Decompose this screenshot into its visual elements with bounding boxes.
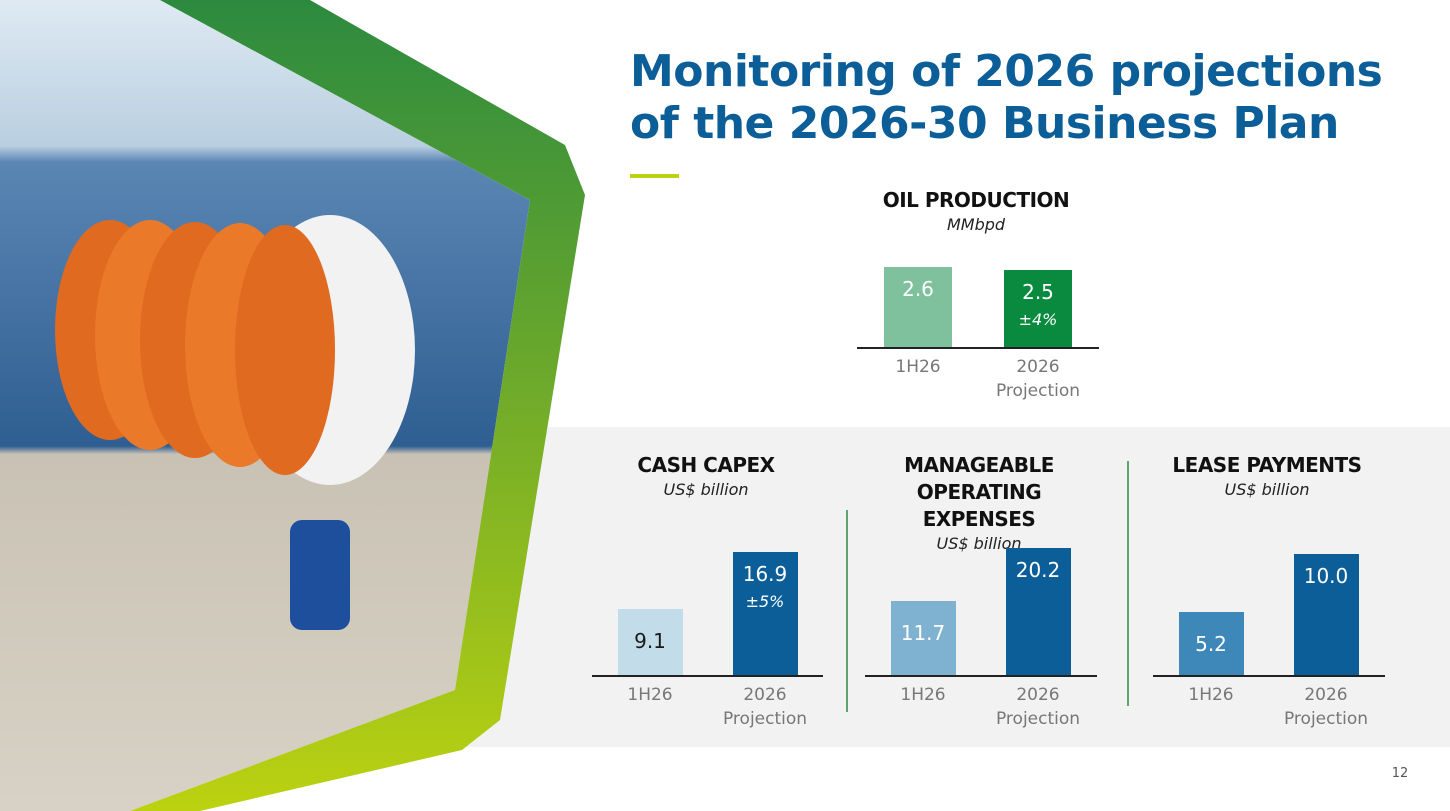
page-number: 12 [1391,766,1409,781]
baseline [1153,675,1385,677]
chart-header: MANAGEABLE OPERATING EXPENSES US$ billion [860,452,1098,555]
chart-subtitle: MMbpd [946,215,1006,234]
value-label: 20.2 [1015,558,1061,582]
bar [1178,612,1244,675]
chart-title: MANAGEABLE OPERATING EXPENSES [904,453,1054,531]
chart-subtitle: US$ billion [663,480,749,499]
value-label: 2.6 [902,277,934,301]
value-label: 5.2 [1195,632,1227,657]
annotation: ±4% [1018,310,1058,330]
chart-title: LEASE PAYMENTS [1172,453,1362,477]
bar [1293,554,1359,675]
x-tick-label: 1H26 [895,357,941,377]
x-tick-label: 1H26 [1188,685,1234,705]
bar [1004,270,1072,347]
chart-subtitle: US$ billion [1224,480,1310,499]
value-label: 11.7 [900,621,946,646]
x-tick-label: 1H26 [627,685,673,705]
chart-header: LEASE PAYMENTS US$ billion [1147,452,1387,501]
x-tick-label: 2026 Projection [995,357,1081,401]
bar [884,267,952,347]
x-tick-label: 2026 Projection [1283,685,1369,729]
value-label: 10.0 [1303,564,1349,588]
x-tick-label: 1H26 [900,685,946,705]
bar [890,601,956,675]
baseline [592,675,823,677]
value-label: 9.1 [634,628,666,653]
frame-band [130,0,585,811]
baseline [865,675,1097,677]
bar [1005,548,1071,675]
reel [55,215,415,630]
chart-header: CASH CAPEX US$ billion [586,452,826,501]
chart-header: OIL PRODUCTION MMbpd [846,187,1106,236]
chart-subtitle: US$ billion [936,534,1022,553]
bar [732,552,798,675]
bar [617,608,683,675]
annotation: ±5% [745,592,785,611]
chart-title: OIL PRODUCTION [882,188,1070,212]
baseline [857,347,1099,349]
x-tick-label: 2026 Projection [995,685,1081,729]
value-label: 2.5 [1022,280,1054,305]
accent-line [630,174,679,178]
chart-title: CASH CAPEX [637,453,775,477]
slide-title: Monitoring of 2026 projections of the 20… [630,46,1383,149]
value-label: 16.9 [742,562,788,586]
x-tick-label: 2026 Projection [722,685,808,729]
